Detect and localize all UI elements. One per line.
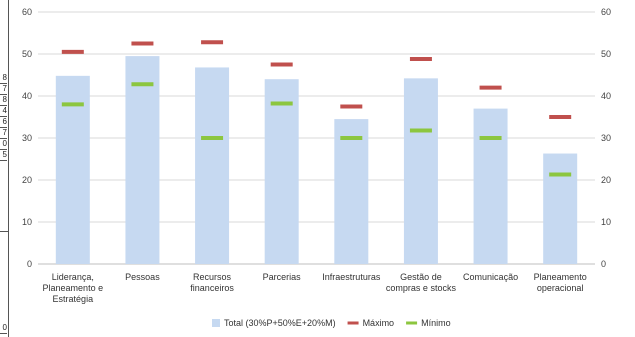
sheet-cell: 7: [0, 84, 7, 95]
y-tick-label-right: 30: [601, 133, 611, 143]
sheet-cell: 4: [0, 106, 7, 117]
x-tick-label: Planeamento e: [43, 283, 104, 293]
y-tick-label-left: 0: [27, 259, 32, 269]
x-tick-label: Estratégia: [53, 294, 94, 304]
legend-label: Máximo: [363, 318, 395, 328]
sheet-cell: 0: [0, 323, 7, 334]
x-tick-label: Comunicação: [463, 272, 518, 282]
y-tick-label-right: 20: [601, 175, 611, 185]
legend-label: Mínimo: [421, 318, 451, 328]
bar: [264, 79, 299, 264]
x-tick-label: Infraestruturas: [322, 272, 381, 282]
sheet-border: [0, 231, 8, 232]
y-tick-label-left: 40: [22, 91, 32, 101]
x-tick-label: Planeamento: [534, 272, 587, 282]
x-tick-label: Liderança,: [52, 272, 94, 282]
x-tick-label: Pessoas: [125, 272, 160, 282]
bar: [55, 75, 90, 264]
y-tick-label-left: 30: [22, 133, 32, 143]
x-tick-label: Gestão de: [400, 272, 442, 282]
y-tick-label-right: 60: [601, 7, 611, 17]
sheet-cell: 6: [0, 117, 7, 128]
bar: [195, 67, 230, 264]
sheet-cell: 8: [0, 95, 7, 106]
x-tick-label: financeiros: [190, 283, 234, 293]
bar: [125, 56, 160, 264]
y-tick-label-left: 50: [22, 49, 32, 59]
sheet-cell: 5: [0, 150, 7, 161]
bar: [473, 108, 508, 264]
sheet-cell: 0: [0, 139, 7, 150]
x-tick-label: Parcerias: [263, 272, 302, 282]
sheet-cell: 8: [0, 73, 7, 84]
y-tick-label-right: 40: [601, 91, 611, 101]
y-tick-label-right: 50: [601, 49, 611, 59]
y-tick-label-right: 0: [601, 259, 606, 269]
legend-swatch-bar: [212, 319, 220, 327]
legend-label: Total (30%P+50%E+20%M): [224, 318, 336, 328]
x-tick-label: operacional: [537, 283, 584, 293]
bar: [403, 78, 438, 264]
bar: [543, 153, 578, 264]
bar: [334, 119, 369, 264]
y-tick-label-right: 10: [601, 217, 611, 227]
y-tick-label-left: 20: [22, 175, 32, 185]
y-tick-label-left: 10: [22, 217, 32, 227]
x-tick-label: Recursos: [193, 272, 232, 282]
y-tick-label-left: 60: [22, 7, 32, 17]
sheet-cell: 7: [0, 128, 7, 139]
x-tick-label: compras e stocks: [386, 283, 457, 293]
